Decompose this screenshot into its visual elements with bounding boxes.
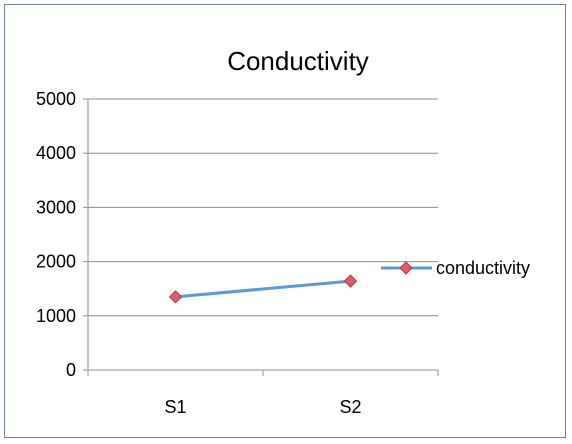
y-tick-label: 5000 <box>36 89 76 109</box>
y-tick-label: 3000 <box>36 197 76 217</box>
gridlines <box>88 98 438 317</box>
y-tick-label: 0 <box>66 360 76 380</box>
axes <box>83 98 439 376</box>
legend-label: conductivity <box>436 258 530 278</box>
legend: conductivity <box>381 258 530 278</box>
y-tick-label: 1000 <box>36 306 76 326</box>
series-line <box>175 279 351 299</box>
y-tick-label: 2000 <box>36 252 76 272</box>
x-tick-label: S1 <box>164 397 186 417</box>
x-tick-label: S2 <box>339 397 361 417</box>
y-tick-label: 4000 <box>36 143 76 163</box>
legend-marker <box>399 261 413 275</box>
data-point-marker <box>343 274 358 288</box>
y-axis-tick-labels: 0 1000 2000 3000 4000 5000 <box>36 89 76 380</box>
x-axis-tick-labels: S1 S2 <box>164 397 361 417</box>
data-point-marker <box>168 290 183 304</box>
chart-title: Conductivity <box>227 46 369 76</box>
series <box>168 274 358 304</box>
chart-frame <box>4 4 566 438</box>
